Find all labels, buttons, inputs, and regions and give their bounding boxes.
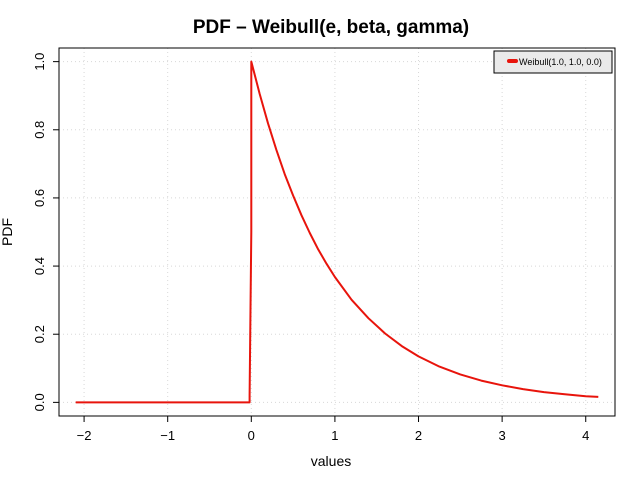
grid (59, 48, 615, 416)
x-axis: −2 −1 0 1 2 3 4 (77, 416, 589, 443)
x-tick-label: 3 (499, 428, 506, 443)
y-axis: 0.0 0.2 0.4 0.6 0.8 1.0 (32, 53, 59, 411)
plot-frame (58, 47, 616, 417)
series-layer (75, 60, 599, 404)
legend-box (493, 50, 613, 74)
y-tick-label: 0.8 (32, 121, 47, 139)
y-tick-label: 0.0 (32, 393, 47, 411)
y-axis-label: PDF (0, 218, 15, 246)
y-tick-label: 0.2 (32, 325, 47, 343)
x-tick-label: −2 (77, 428, 92, 443)
y-tick-label: 1.0 (32, 53, 47, 71)
legend-entry: Weibull(1.0, 1.0, 0.0) (519, 57, 602, 67)
x-tick-label: 2 (415, 428, 422, 443)
x-tick-label: 1 (331, 428, 338, 443)
y-tick-label: 0.6 (32, 189, 47, 207)
x-tick-label: 0 (248, 428, 255, 443)
x-tick-label: −1 (160, 428, 175, 443)
x-axis-label: values (311, 453, 351, 469)
chart-title: PDF – Weibull(e, beta, gamma) (193, 17, 469, 38)
y-tick-label: 0.4 (32, 257, 47, 275)
series-line (75, 60, 599, 404)
x-tick-label: 4 (582, 428, 589, 443)
legend: Weibull(1.0, 1.0, 0.0) (493, 50, 613, 74)
